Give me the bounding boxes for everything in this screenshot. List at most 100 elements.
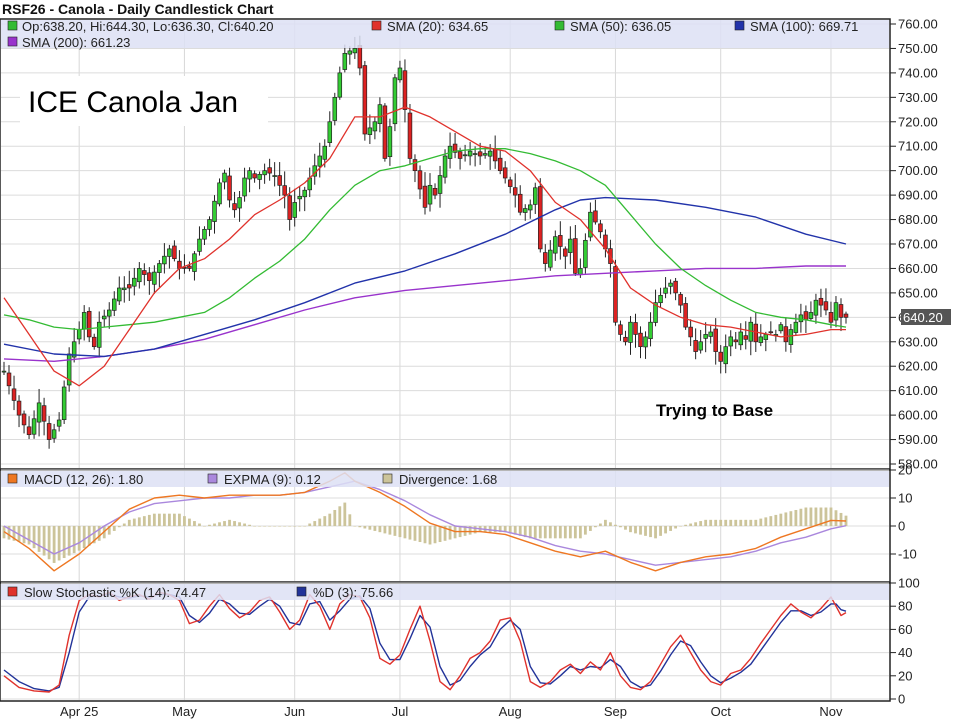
candlestick: [332, 92, 338, 126]
divergence-bar: [253, 526, 256, 527]
price-tick-label: 660.00: [898, 261, 938, 276]
divergence-bar: [779, 513, 783, 526]
divergence-bar: [243, 523, 246, 526]
candlestick: [628, 315, 633, 355]
candle-body: [708, 331, 713, 337]
candle-body: [71, 341, 77, 358]
candle-body: [137, 268, 142, 283]
candle-body: [422, 185, 428, 208]
candle-body: [377, 104, 383, 124]
candlestick: [738, 323, 743, 351]
candlestick: [36, 388, 42, 437]
candlestick: [593, 199, 598, 225]
candlestick: [683, 297, 688, 330]
divergence-bar: [659, 526, 662, 536]
candlestick: [833, 296, 839, 328]
candle-body: [352, 48, 358, 54]
candlestick: [548, 240, 553, 271]
candle-body: [828, 312, 834, 323]
divergence-bar: [313, 521, 317, 526]
candlestick: [282, 171, 287, 209]
candlestick: [317, 142, 323, 178]
divergence-bar: [258, 526, 262, 527]
macd-line: [3, 472, 847, 572]
price-tick-label: 710.00: [898, 139, 938, 154]
candle-body: [563, 248, 568, 257]
candlestick: [227, 167, 232, 208]
price-tick-label: 590.00: [898, 432, 938, 447]
divergence-bar: [137, 517, 141, 526]
divergence-bar: [303, 526, 307, 527]
candle-body: [112, 298, 117, 311]
candlestick: [808, 301, 814, 322]
divergence-bar: [654, 526, 657, 539]
candlestick: [823, 288, 829, 316]
candlestick: [132, 267, 137, 296]
divergence-bar: [338, 506, 342, 526]
candlestick: [417, 165, 423, 200]
candle-body: [808, 312, 814, 319]
divergence-bar: [704, 519, 708, 526]
candlestick: [96, 311, 102, 358]
candle-body: [628, 321, 633, 343]
candlestick: [442, 149, 448, 184]
divergence-bar: [57, 526, 61, 561]
candlestick: [793, 313, 799, 336]
divergence-bar: [583, 526, 587, 535]
candlestick: [538, 178, 543, 253]
candlestick: [588, 202, 593, 242]
candle-body: [262, 170, 267, 176]
divergence-bar: [744, 519, 748, 526]
divergence-bar: [388, 526, 392, 535]
candlestick: [688, 319, 693, 347]
candle-body: [51, 429, 57, 439]
candlestick: [778, 322, 784, 334]
divergence-bar: [223, 521, 226, 526]
annotation-text: Trying to Base: [656, 401, 773, 420]
candle-body: [86, 310, 92, 338]
macd-tick-label: -10: [898, 547, 917, 562]
stochastic-tick-label: 100: [898, 576, 920, 591]
divergence-bar: [719, 519, 723, 526]
candlestick: [327, 111, 333, 147]
macd-tick-label: 10: [898, 491, 912, 506]
price-tick-label: 700.00: [898, 163, 938, 178]
price-tick-label: 650.00: [898, 285, 938, 300]
divergence-bar: [493, 526, 497, 533]
candle-body: [758, 336, 764, 343]
price-tick-label: 600.00: [898, 408, 938, 423]
candlestick: [452, 132, 458, 159]
divergence-bar: [278, 526, 282, 527]
candlestick: [522, 204, 528, 221]
candle-body: [718, 351, 723, 362]
divergence-bar: [117, 526, 121, 528]
candle-body: [322, 145, 328, 160]
divergence-bar: [398, 526, 402, 538]
candlestick: [758, 324, 764, 347]
candle-body: [147, 272, 152, 282]
divergence-bar: [167, 513, 171, 526]
candlestick: [432, 183, 438, 200]
candlestick: [6, 365, 12, 395]
candle-body: [122, 287, 127, 291]
divergence-bar: [333, 509, 337, 526]
x-tick-label: Jul: [392, 704, 409, 719]
candlestick: [437, 165, 443, 208]
candle-body: [522, 208, 528, 213]
candlestick: [137, 262, 142, 289]
candle-body: [838, 304, 844, 318]
divergence-bar: [503, 526, 507, 533]
panel-label-box: [20, 76, 268, 126]
divergence-bar: [518, 526, 522, 536]
divergence-bar: [754, 519, 758, 526]
price-tick-label: 690.00: [898, 188, 938, 203]
divergence-bar: [614, 524, 617, 526]
candlestick: [653, 289, 658, 327]
divergence-bar: [157, 513, 161, 526]
candlestick: [287, 187, 292, 231]
divergence-bar: [7, 526, 11, 540]
candle-body: [517, 193, 523, 213]
divergence-bar: [794, 509, 798, 526]
